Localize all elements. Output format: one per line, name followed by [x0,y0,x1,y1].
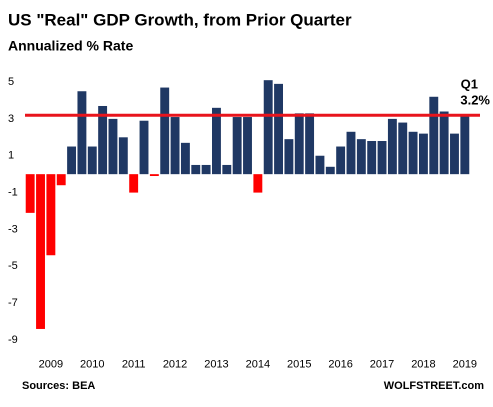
chart-title: US "Real" GDP Growth, from Prior Quarter [8,10,352,29]
bar [356,139,366,175]
bar [118,137,128,175]
bar [243,117,252,175]
bar [450,133,459,175]
bar [232,117,242,175]
bar [429,96,439,175]
bar [36,174,45,329]
bar [46,174,56,256]
bar [201,164,211,175]
bar [294,113,304,175]
y-tick-label: -3 [8,223,18,235]
bar [139,120,149,175]
bar [284,139,294,175]
bar [274,83,283,175]
x-tick-label: 2010 [80,359,104,371]
bar [408,131,418,175]
bar [367,140,377,175]
bar [129,174,139,193]
y-tick-label: -1 [8,186,18,198]
x-tick-label: 2013 [204,359,228,371]
bar [180,142,190,175]
x-tick-label: 2009 [39,359,63,371]
bar [253,174,263,193]
bar [336,146,346,175]
x-tick-label: 2019 [453,359,477,371]
bar [222,164,232,175]
bar [98,105,108,175]
x-tick-label: 2018 [411,359,435,371]
bar [325,166,335,175]
bar [67,146,77,175]
bar [149,174,159,177]
chart-subtitle: Annualized % Rate [8,38,133,54]
bar [87,146,97,175]
bar [77,91,87,175]
bar [418,133,428,175]
bar [170,117,180,175]
bar [108,118,118,175]
source: Sources: BEA [22,380,95,392]
bar [460,115,470,175]
bar [160,87,170,175]
y-tick-label: 1 [8,150,14,162]
y-tick-label: 5 [8,76,14,88]
reference-name: Q1 [461,77,478,92]
bar [439,111,449,175]
credit: WOLFSTREET.com [384,380,484,392]
x-tick-label: 2014 [246,359,270,371]
x-tick-label: 2017 [370,359,394,371]
x-tick-label: 2012 [163,359,187,371]
bar [377,140,387,175]
bar [346,131,356,175]
x-tick-label: 2015 [287,359,311,371]
bar [56,174,66,186]
bar [305,113,315,175]
y-tick-label: -7 [8,297,18,309]
bar [263,80,273,175]
x-tick-label: 2011 [122,359,146,371]
x-tick-label: 2016 [328,359,352,371]
reference-label: 3.2% [460,93,490,108]
bar [25,174,35,213]
y-tick-label: -5 [8,260,18,272]
y-tick-label: 3 [8,113,14,125]
y-tick-label: -9 [8,334,18,346]
bar [191,164,201,175]
bar [387,118,397,175]
bar [212,107,221,175]
bar [398,122,408,175]
bar [315,155,325,175]
